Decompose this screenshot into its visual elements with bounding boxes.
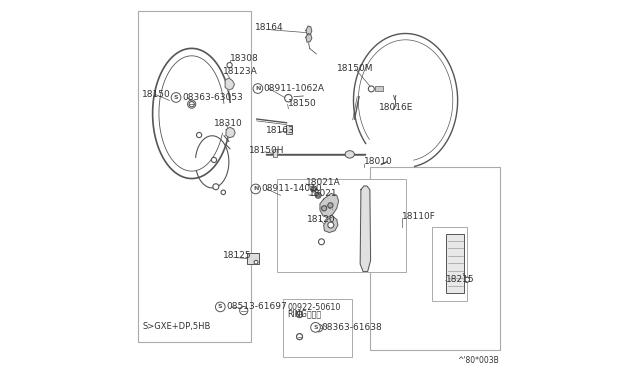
Circle shape bbox=[211, 157, 216, 163]
Circle shape bbox=[315, 324, 323, 332]
Bar bbox=[277, 179, 406, 272]
Circle shape bbox=[312, 187, 316, 191]
FancyBboxPatch shape bbox=[248, 253, 259, 264]
Circle shape bbox=[369, 86, 374, 92]
Circle shape bbox=[285, 94, 292, 102]
Circle shape bbox=[328, 222, 334, 228]
Text: 18010: 18010 bbox=[364, 157, 393, 166]
Circle shape bbox=[227, 62, 232, 68]
Text: 18120: 18120 bbox=[307, 215, 335, 224]
Circle shape bbox=[213, 184, 219, 190]
Polygon shape bbox=[360, 186, 371, 272]
Text: 18110F: 18110F bbox=[402, 212, 436, 221]
Text: S: S bbox=[313, 325, 318, 330]
Polygon shape bbox=[225, 78, 234, 90]
Text: 18021A: 18021A bbox=[306, 178, 340, 187]
Text: 18215: 18215 bbox=[445, 275, 474, 283]
Bar bbox=[286, 125, 292, 134]
Circle shape bbox=[328, 203, 333, 208]
Text: 08911-1062A: 08911-1062A bbox=[264, 84, 325, 93]
Text: S>GXE+DP,5HB: S>GXE+DP,5HB bbox=[142, 322, 211, 331]
Text: 08363-61638: 08363-61638 bbox=[321, 323, 382, 332]
Text: RINGリング: RINGリング bbox=[287, 310, 321, 319]
Circle shape bbox=[239, 307, 248, 315]
Text: 18163: 18163 bbox=[266, 126, 295, 135]
Polygon shape bbox=[320, 193, 339, 218]
Circle shape bbox=[196, 132, 202, 138]
Bar bbox=[283, 299, 351, 357]
Text: 08911-14010: 08911-14010 bbox=[262, 185, 322, 193]
Text: 18150H: 18150H bbox=[250, 146, 285, 155]
Text: 00922-50610: 00922-50610 bbox=[287, 303, 340, 312]
Text: S: S bbox=[173, 95, 179, 100]
Circle shape bbox=[172, 93, 181, 102]
Circle shape bbox=[254, 260, 258, 264]
Text: 18164: 18164 bbox=[255, 23, 284, 32]
Circle shape bbox=[296, 311, 303, 318]
Circle shape bbox=[465, 277, 470, 282]
Bar bbox=[431, 227, 467, 301]
Text: N: N bbox=[255, 86, 260, 91]
Ellipse shape bbox=[345, 151, 355, 158]
Circle shape bbox=[316, 193, 320, 197]
Circle shape bbox=[296, 334, 303, 340]
Circle shape bbox=[253, 84, 262, 93]
Text: 18016E: 18016E bbox=[379, 103, 413, 112]
Circle shape bbox=[188, 100, 196, 108]
Text: S: S bbox=[218, 304, 223, 310]
Polygon shape bbox=[226, 127, 235, 138]
Text: 18150: 18150 bbox=[142, 90, 171, 99]
Circle shape bbox=[321, 206, 326, 211]
Circle shape bbox=[319, 239, 324, 245]
Text: ^'80*003B: ^'80*003B bbox=[458, 356, 499, 365]
Text: 18021: 18021 bbox=[309, 189, 337, 198]
Circle shape bbox=[315, 192, 321, 198]
Circle shape bbox=[310, 186, 317, 192]
Polygon shape bbox=[324, 217, 338, 232]
Bar bbox=[273, 149, 277, 157]
Text: 18308: 18308 bbox=[230, 54, 259, 63]
Text: 08363-63053: 08363-63053 bbox=[182, 93, 243, 102]
Text: 18310: 18310 bbox=[214, 119, 243, 128]
Circle shape bbox=[310, 323, 321, 332]
Polygon shape bbox=[306, 33, 312, 42]
Circle shape bbox=[296, 311, 303, 317]
Polygon shape bbox=[306, 26, 312, 35]
Circle shape bbox=[221, 190, 225, 195]
Text: 18125: 18125 bbox=[223, 251, 252, 260]
Text: 18150M: 18150M bbox=[337, 64, 373, 73]
Bar bbox=[447, 234, 465, 293]
Bar bbox=[138, 11, 251, 342]
Circle shape bbox=[189, 102, 195, 107]
Text: 08513-61697: 08513-61697 bbox=[227, 302, 287, 311]
Text: N: N bbox=[253, 186, 259, 192]
Bar bbox=[375, 86, 383, 91]
Text: 18123A: 18123A bbox=[223, 67, 257, 76]
Text: 18150: 18150 bbox=[287, 99, 316, 108]
Circle shape bbox=[251, 184, 260, 194]
Circle shape bbox=[216, 302, 225, 312]
Circle shape bbox=[296, 334, 303, 340]
Bar bbox=[370, 167, 500, 350]
